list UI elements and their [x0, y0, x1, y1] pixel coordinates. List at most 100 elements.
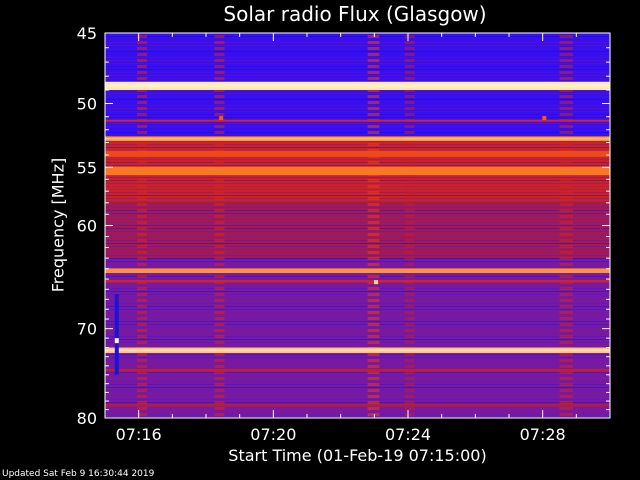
time-feature — [214, 191, 225, 194]
time-feature — [367, 317, 380, 320]
texture-stripe — [105, 378, 610, 379]
texture-stripe — [105, 402, 610, 403]
texture-stripe — [105, 282, 610, 283]
time-feature — [404, 95, 415, 98]
time-feature — [136, 317, 148, 320]
time-feature — [404, 65, 415, 68]
time-feature — [404, 239, 415, 242]
time-feature — [404, 191, 415, 194]
time-feature — [136, 251, 148, 254]
frequency-band — [105, 202, 610, 259]
time-feature — [136, 377, 148, 380]
footer-updated: Updated Sat Feb 9 16:30:44 2019 — [2, 469, 155, 479]
time-feature — [367, 125, 380, 128]
time-feature — [367, 179, 380, 182]
time-feature — [559, 329, 573, 332]
y-tick-label: 60 — [77, 217, 97, 236]
time-feature — [404, 383, 415, 386]
time-feature — [214, 107, 225, 110]
time-feature — [559, 365, 573, 368]
time-feature — [367, 107, 380, 110]
y-tick-label: 70 — [77, 320, 97, 339]
time-feature — [136, 233, 148, 236]
texture-stripe — [105, 360, 610, 361]
time-feature — [404, 317, 415, 320]
texture-stripe — [105, 114, 610, 115]
time-feature — [214, 323, 225, 326]
time-feature — [404, 131, 415, 134]
time-feature — [214, 329, 225, 332]
time-feature — [136, 305, 148, 308]
marker-highlight — [114, 338, 119, 344]
time-feature — [214, 143, 225, 146]
time-feature — [367, 335, 380, 338]
time-feature — [404, 203, 415, 206]
marker-segment — [114, 294, 119, 375]
texture-stripe — [105, 42, 610, 43]
time-feature — [136, 131, 148, 134]
texture-stripe — [105, 36, 610, 37]
time-feature — [367, 191, 380, 194]
time-feature — [136, 89, 148, 92]
burst-spot — [374, 280, 379, 285]
time-feature — [367, 239, 380, 242]
time-feature — [559, 221, 573, 224]
time-feature — [559, 143, 573, 146]
time-feature — [214, 53, 225, 56]
y-tick-label: 80 — [77, 409, 97, 428]
time-feature — [214, 197, 225, 200]
texture-stripe — [105, 306, 610, 307]
texture-stripe — [105, 237, 610, 238]
texture-stripe — [105, 408, 610, 409]
time-feature — [367, 89, 380, 92]
time-feature — [404, 209, 415, 212]
time-feature — [136, 71, 148, 74]
time-feature — [404, 107, 415, 110]
time-feature — [559, 335, 573, 338]
time-feature — [136, 221, 148, 224]
time-feature — [367, 377, 380, 380]
texture-stripe — [105, 189, 610, 190]
time-feature — [559, 239, 573, 242]
time-feature — [367, 341, 380, 344]
time-feature — [559, 413, 573, 416]
texture-stripe — [105, 411, 610, 412]
texture-stripe — [105, 303, 610, 304]
texture-stripe — [105, 228, 610, 229]
time-feature — [214, 353, 225, 356]
time-feature — [136, 125, 148, 128]
time-feature — [559, 227, 573, 230]
time-feature — [214, 275, 225, 278]
emission-line-core — [105, 349, 610, 352]
time-feature — [367, 143, 380, 146]
time-feature — [214, 77, 225, 80]
time-feature — [367, 53, 380, 56]
time-feature — [559, 197, 573, 200]
time-feature — [559, 359, 573, 362]
texture-stripe — [105, 198, 610, 199]
time-feature — [559, 107, 573, 110]
texture-stripe — [105, 48, 610, 49]
time-feature — [404, 227, 415, 230]
texture-stripe — [105, 399, 610, 400]
time-feature — [367, 413, 380, 416]
time-feature — [404, 251, 415, 254]
time-feature — [136, 311, 148, 314]
time-feature — [367, 41, 380, 44]
time-feature — [404, 311, 415, 314]
time-feature — [136, 239, 148, 242]
time-feature — [214, 161, 225, 164]
time-feature — [559, 395, 573, 398]
time-feature — [404, 35, 415, 38]
time-feature — [367, 407, 380, 410]
time-feature — [136, 395, 148, 398]
time-feature — [214, 233, 225, 236]
texture-stripe — [105, 96, 610, 97]
x-axis-label: Start Time (01-Feb-19 07:15:00) — [228, 446, 487, 465]
time-feature — [214, 47, 225, 50]
time-feature — [136, 59, 148, 62]
time-feature — [404, 143, 415, 146]
time-feature — [214, 359, 225, 362]
time-feature — [136, 203, 148, 206]
time-feature — [214, 293, 225, 296]
